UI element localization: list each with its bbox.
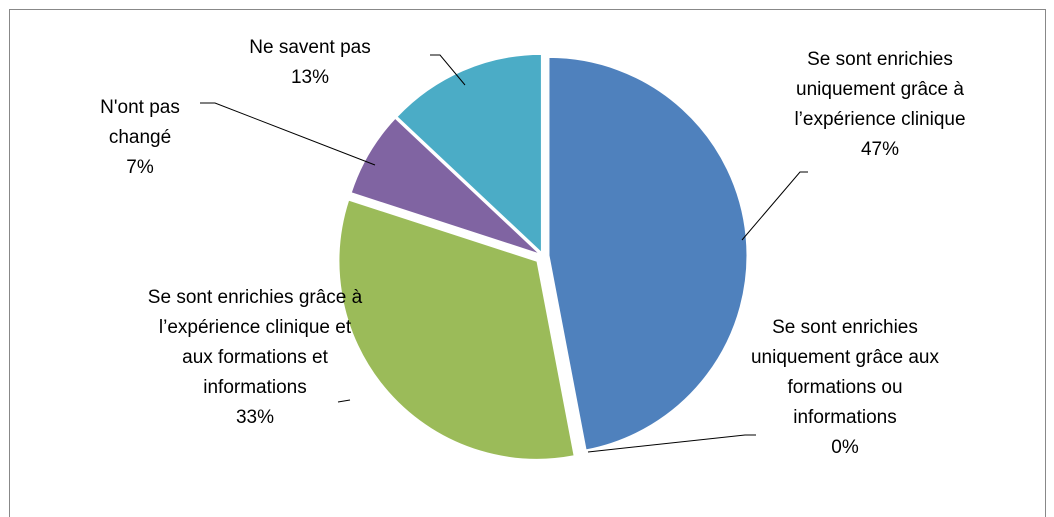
pie-slice: [548, 56, 748, 451]
value-label: 47%: [860, 139, 900, 160]
slice-label: Se sont enrichies uniquement grâce aux f…: [735, 313, 955, 463]
value-label: 7%: [126, 157, 154, 178]
leader-line: [200, 102, 376, 166]
value-label: 13%: [290, 67, 330, 88]
frame: [9, 9, 1046, 517]
slice-label: Se sont enrichies uniquement grâce à l’e…: [770, 45, 990, 165]
category-name: Se sont enrichies grâce à l’expérience c…: [147, 287, 363, 398]
pie-slice: [338, 199, 575, 460]
category-name: N'ont pas changé: [100, 97, 180, 148]
slice-label: Ne savent pas 13%: [230, 33, 390, 93]
value-label: 0%: [831, 437, 859, 458]
leader-line: [430, 54, 466, 86]
leader-line: [587, 434, 756, 453]
category-name: Se sont enrichies uniquement grâce à l’e…: [794, 49, 966, 130]
value-label: 33%: [235, 407, 275, 428]
pie-slice: [350, 117, 540, 255]
category-name: Se sont enrichies uniquement grâce aux f…: [750, 317, 939, 428]
leader-line: [741, 171, 808, 241]
slice-label: N'ont pas changé 7%: [80, 93, 200, 183]
leader-line: [337, 399, 351, 403]
pie-slice: [396, 53, 542, 254]
slice-label: Se sont enrichies grâce à l’expérience c…: [145, 283, 365, 433]
category-name: Ne savent pas: [249, 37, 371, 58]
